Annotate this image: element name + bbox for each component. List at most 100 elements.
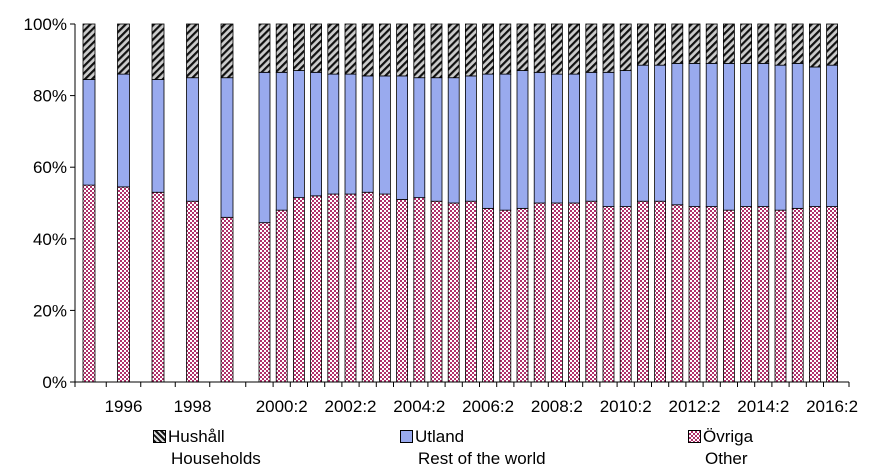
bar-segment-households-2009-2 [585, 23, 598, 73]
legend-sublabel-other: Other [705, 449, 748, 468]
bar-segment-households-1995 [82, 23, 96, 80]
bar-segment-rest-of-the-world-2012-1 [671, 62, 684, 206]
bar-segment-households-2001-1 [292, 23, 305, 71]
bar-segment-other-2006-2 [482, 207, 495, 383]
bar-segment-rest-of-the-world-2004-2 [413, 77, 426, 199]
bar-segment-other-2005-2 [447, 202, 460, 383]
bar-segment-households-2010-1 [602, 23, 615, 73]
y-tick-label: 20% [33, 301, 67, 320]
bar-segment-households-2010-2 [619, 23, 632, 71]
bar-segment-rest-of-the-world-2011-1 [637, 64, 649, 202]
bar-segment-other-2001-1 [292, 197, 305, 383]
bar-segment-rest-of-the-world-2011-2 [654, 64, 666, 202]
bar-segment-households-2003-2 [378, 23, 391, 77]
x-tick-label: 2002:2 [325, 397, 377, 416]
axes-layer: 0% 20% 40% 60% 80% 100% 1996 1998 2000:2 2002:2 20… [24, 15, 859, 416]
bar-segment-other-2003-1 [361, 191, 374, 383]
x-tick-label: 2016:2 [806, 397, 858, 416]
bar-segment-rest-of-the-world-2009-2 [585, 71, 598, 202]
bar-segment-rest-of-the-world-2006-2 [482, 73, 495, 209]
bar-segment-rest-of-the-world-2001-1 [292, 70, 305, 199]
bar-segment-households-2005-2 [447, 23, 460, 79]
bar-segment-households-2000-2 [275, 23, 288, 73]
bar-segment-rest-of-the-world-2002-2 [344, 73, 357, 195]
y-tick-label: 80% [33, 87, 67, 106]
bar-segment-other-2000-1 [258, 222, 271, 383]
bar-segment-other-2005-1 [430, 200, 443, 383]
bar-segment-other-2009-2 [585, 200, 598, 383]
bar-segment-households-2002-2 [344, 23, 357, 75]
bar-segment-rest-of-the-world-2016-1 [809, 66, 821, 207]
y-tick-label: 40% [33, 230, 67, 249]
bar-segment-households-2012-2 [688, 23, 701, 64]
bar-segment-rest-of-the-world-2005-1 [430, 77, 443, 202]
bar-segment-other-2016-1 [809, 206, 821, 383]
bar-segment-other-2011-1 [637, 200, 649, 383]
bar-segment-other-2010-1 [602, 206, 615, 383]
y-tick-label: 0% [42, 373, 67, 392]
bar-segment-other-2008-2 [551, 202, 563, 383]
solid-swatch-icon [400, 430, 413, 443]
bar-segment-households-2002-1 [327, 23, 340, 75]
bar-segment-other-2015-1 [774, 209, 787, 383]
bar-segment-households-2015-2 [791, 23, 804, 64]
bar-segment-rest-of-the-world-2009-1 [568, 73, 580, 204]
checker-swatch-icon [688, 430, 701, 443]
bar-segment-other-2008-1 [533, 202, 546, 383]
bar-segment-households-1997 [151, 23, 165, 80]
x-tick-label: 2004:2 [393, 397, 445, 416]
bar-segment-other-2006-1 [464, 200, 477, 383]
bar-segment-other-2009-1 [568, 202, 580, 383]
bar-segment-other-2007-1 [499, 209, 512, 383]
bar-segment-households-2003-1 [361, 23, 374, 77]
bar-segment-other-2004-1 [396, 199, 409, 383]
legend-sublabel-households: Households [171, 449, 261, 468]
bar-segment-rest-of-the-world-1996 [117, 73, 130, 188]
bar-segment-households-2005-1 [430, 23, 443, 79]
bar-segment-rest-of-the-world-2003-2 [378, 75, 391, 195]
bar-segment-other-1998 [186, 200, 199, 383]
bar-segment-rest-of-the-world-2008-2 [551, 73, 563, 204]
bar-segment-other-1996 [117, 186, 130, 383]
bar-segment-households-2008-2 [551, 23, 563, 75]
x-tick-label: 2012:2 [669, 397, 721, 416]
x-tick-label: 1998 [174, 397, 212, 416]
bar-segment-households-2008-1 [533, 23, 546, 73]
bar-segment-rest-of-the-world-2013-1 [705, 62, 718, 207]
bar-segment-rest-of-the-world-2004-1 [396, 75, 409, 200]
legend-item-rest-of-world: Utland Rest of the world [400, 426, 546, 470]
bar-segment-other-2012-2 [688, 206, 701, 383]
bar-segment-households-2016-2 [826, 23, 838, 66]
x-tick-label: 2010:2 [600, 397, 652, 416]
bar-segment-households-2014-2 [757, 23, 770, 64]
bar-segment-households-1996 [117, 23, 130, 75]
bar-segment-rest-of-the-world-2001-2 [310, 71, 323, 197]
legend-sublabel-rest-of-world: Rest of the world [418, 449, 546, 468]
legend-label-rest-of-world: Utland [415, 427, 465, 446]
bar-segment-households-1998 [186, 23, 199, 79]
bar-segment-other-2012-1 [671, 204, 684, 383]
bar-segment-rest-of-the-world-2015-2 [791, 62, 804, 209]
x-tick-label: 2006:2 [462, 397, 514, 416]
bar-segment-rest-of-the-world-2005-2 [447, 77, 460, 204]
bar-segment-households-2013-2 [723, 23, 735, 64]
bar-segment-other-2013-1 [705, 206, 718, 383]
x-tick-label: 2014:2 [737, 397, 789, 416]
bar-segment-other-2001-2 [310, 195, 323, 383]
bar-segment-other-1995 [82, 184, 96, 383]
bar-segment-rest-of-the-world-2016-2 [826, 64, 838, 207]
bar-segment-other-2007-2 [516, 207, 529, 383]
bar-segment-households-2011-1 [637, 23, 649, 66]
bar-segment-other-2002-2 [344, 193, 357, 383]
bar-segment-rest-of-the-world-1998 [186, 77, 199, 202]
bar-segment-rest-of-the-world-2006-1 [464, 75, 477, 202]
bar-segment-households-2004-1 [396, 23, 409, 77]
bar-segment-other-2010-2 [619, 206, 632, 383]
bar-segment-households-2009-1 [568, 23, 580, 75]
bar-segment-households-2016-1 [809, 23, 821, 68]
bar-segment-other-1997 [151, 191, 165, 383]
bar-segment-households-2000-1 [258, 23, 271, 73]
bar-segment-households-2004-2 [413, 23, 426, 79]
bar-segment-rest-of-the-world-2007-1 [499, 73, 512, 211]
bar-segment-other-2016-2 [826, 206, 838, 383]
